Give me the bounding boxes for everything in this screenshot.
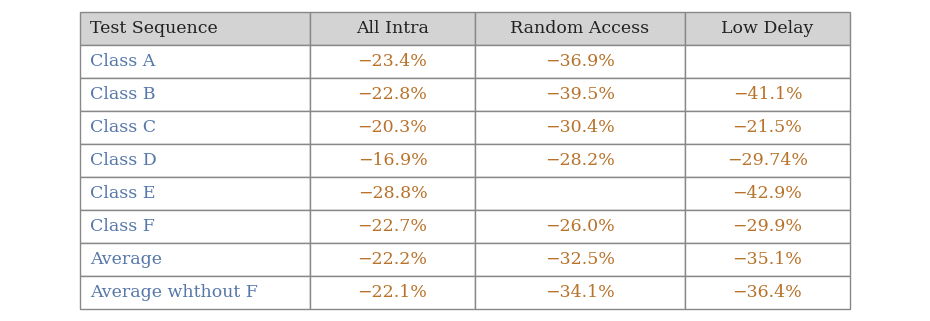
Text: −36.9%: −36.9% bbox=[545, 53, 615, 70]
Bar bbox=[685, 210, 850, 243]
Text: Class E: Class E bbox=[90, 185, 155, 202]
Text: −41.1%: −41.1% bbox=[733, 86, 803, 103]
Text: −20.3%: −20.3% bbox=[357, 119, 428, 136]
Bar bbox=[80, 45, 310, 78]
Text: −16.9%: −16.9% bbox=[358, 152, 428, 169]
Bar bbox=[685, 111, 850, 144]
Bar bbox=[310, 276, 475, 309]
Text: −21.5%: −21.5% bbox=[733, 119, 803, 136]
Bar bbox=[685, 45, 850, 78]
Bar bbox=[80, 243, 310, 276]
Bar bbox=[310, 177, 475, 210]
Text: −22.2%: −22.2% bbox=[357, 251, 428, 268]
Text: Average: Average bbox=[90, 251, 162, 268]
Text: Class B: Class B bbox=[90, 86, 155, 103]
Text: Random Access: Random Access bbox=[511, 20, 649, 37]
Text: −29.9%: −29.9% bbox=[733, 218, 803, 235]
Text: Class C: Class C bbox=[90, 119, 156, 136]
Text: −34.1%: −34.1% bbox=[545, 284, 615, 301]
Bar bbox=[685, 276, 850, 309]
Text: −36.4%: −36.4% bbox=[733, 284, 803, 301]
Bar bbox=[685, 78, 850, 111]
Bar bbox=[475, 111, 685, 144]
Bar bbox=[80, 144, 310, 177]
Text: −29.74%: −29.74% bbox=[727, 152, 808, 169]
Bar bbox=[80, 210, 310, 243]
Bar bbox=[310, 210, 475, 243]
Text: Class F: Class F bbox=[90, 218, 155, 235]
Bar bbox=[80, 177, 310, 210]
Bar bbox=[685, 243, 850, 276]
Bar bbox=[475, 144, 685, 177]
Bar bbox=[685, 144, 850, 177]
Text: Class A: Class A bbox=[90, 53, 155, 70]
Bar bbox=[80, 276, 310, 309]
Text: Average whthout F: Average whthout F bbox=[90, 284, 258, 301]
Bar bbox=[310, 243, 475, 276]
Bar bbox=[80, 12, 310, 45]
Text: Low Delay: Low Delay bbox=[722, 20, 814, 37]
Text: −30.4%: −30.4% bbox=[545, 119, 615, 136]
Bar bbox=[475, 45, 685, 78]
Bar bbox=[685, 177, 850, 210]
Text: −28.2%: −28.2% bbox=[545, 152, 615, 169]
Bar bbox=[475, 210, 685, 243]
Bar bbox=[310, 12, 475, 45]
Text: Test Sequence: Test Sequence bbox=[90, 20, 218, 37]
Bar bbox=[475, 243, 685, 276]
Text: −42.9%: −42.9% bbox=[733, 185, 803, 202]
Bar bbox=[310, 45, 475, 78]
Text: −22.1%: −22.1% bbox=[357, 284, 428, 301]
Text: −22.7%: −22.7% bbox=[357, 218, 428, 235]
Bar bbox=[80, 78, 310, 111]
Text: −39.5%: −39.5% bbox=[545, 86, 615, 103]
Bar bbox=[310, 78, 475, 111]
Bar bbox=[475, 177, 685, 210]
Text: −26.0%: −26.0% bbox=[545, 218, 615, 235]
Text: All Intra: All Intra bbox=[356, 20, 429, 37]
Bar bbox=[475, 78, 685, 111]
Text: −23.4%: −23.4% bbox=[357, 53, 428, 70]
Text: −22.8%: −22.8% bbox=[357, 86, 428, 103]
Bar bbox=[310, 144, 475, 177]
Text: −32.5%: −32.5% bbox=[545, 251, 615, 268]
Bar bbox=[475, 276, 685, 309]
Text: Class D: Class D bbox=[90, 152, 157, 169]
Text: −35.1%: −35.1% bbox=[733, 251, 803, 268]
Bar bbox=[475, 12, 685, 45]
Bar bbox=[80, 111, 310, 144]
Bar bbox=[310, 111, 475, 144]
Bar bbox=[685, 12, 850, 45]
Text: −28.8%: −28.8% bbox=[358, 185, 428, 202]
